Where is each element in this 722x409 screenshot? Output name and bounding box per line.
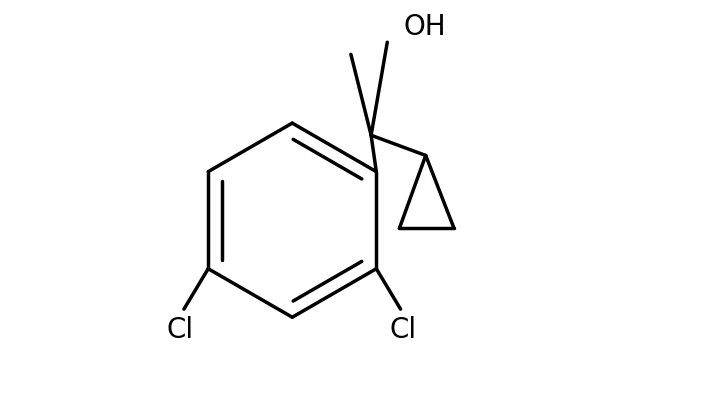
Text: Cl: Cl [389, 315, 416, 344]
Text: Cl: Cl [166, 315, 193, 344]
Text: OH: OH [404, 13, 446, 41]
